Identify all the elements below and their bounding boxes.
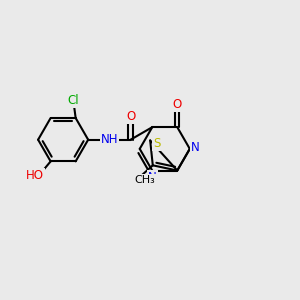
- Text: Cl: Cl: [68, 94, 80, 107]
- Text: N: N: [148, 170, 157, 184]
- Text: NH: NH: [100, 133, 118, 146]
- Text: O: O: [172, 98, 182, 111]
- Text: HO: HO: [26, 169, 44, 182]
- Text: CH₃: CH₃: [135, 175, 156, 184]
- Text: S: S: [153, 137, 160, 150]
- Text: O: O: [126, 110, 135, 123]
- Text: N: N: [191, 141, 200, 154]
